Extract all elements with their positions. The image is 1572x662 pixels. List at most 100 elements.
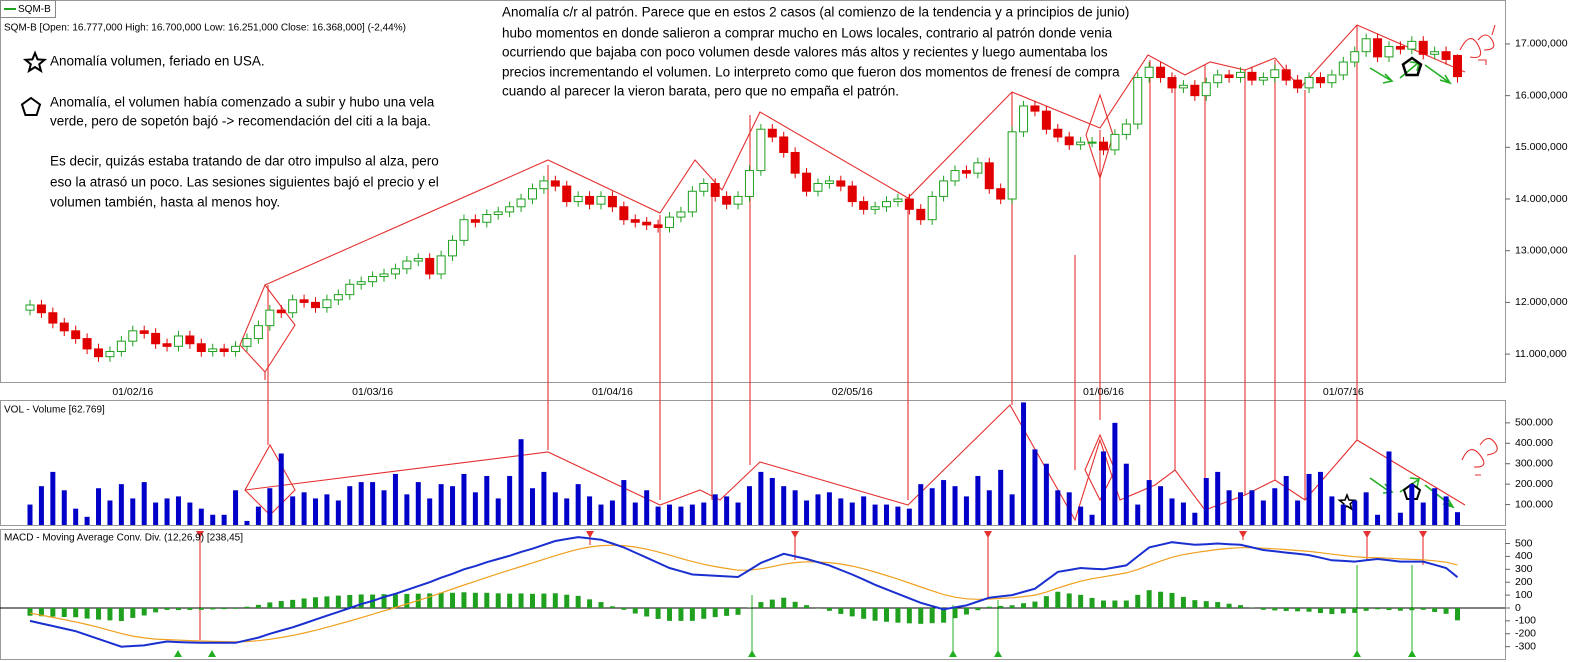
histogram-bar (301, 598, 307, 608)
volume-bar (1386, 451, 1392, 525)
candle-body (345, 283, 355, 296)
histogram-bar (1032, 601, 1038, 608)
x-tick-label: 01/06/16 (1083, 386, 1124, 398)
histogram-bar (118, 607, 124, 622)
annotation: ocurriendo que bajaba con poco volumen d… (502, 45, 1108, 60)
drawing (244, 443, 296, 516)
histogram-bar (141, 607, 147, 616)
histogram-bar (1066, 593, 1072, 608)
histogram-bar (518, 593, 524, 608)
candle-body (550, 180, 560, 187)
candle-body (82, 338, 92, 350)
y-tick-label: 400.000 (1515, 437, 1553, 449)
macd-title: MACD - Moving Average Conv. Div. (12,26,… (4, 533, 243, 544)
candle-body (710, 183, 720, 197)
candle-body (607, 195, 617, 208)
candle-body (1453, 54, 1462, 78)
annotation: eso la atrasó un poco. Las sesiones sigu… (50, 175, 439, 190)
histogram-bar (963, 607, 969, 615)
volume-bar (1123, 463, 1129, 525)
candle-body (676, 211, 686, 218)
volume-bar (210, 514, 216, 525)
volume-bar (84, 516, 90, 525)
star-icon (1337, 492, 1357, 511)
histogram-bar (221, 607, 227, 610)
candle-body (71, 330, 81, 340)
volume-bar (758, 471, 764, 525)
annotation: Anomalía c/r al patrón. Parece que en es… (502, 5, 1129, 20)
annotation: Es decir, quizás estaba tratando de dar … (50, 154, 439, 169)
histogram-bar (1215, 602, 1221, 608)
volume-bar (1226, 490, 1232, 525)
candle-body (927, 195, 937, 221)
histogram-bar (495, 593, 501, 608)
candle-body (1019, 105, 1029, 133)
candle-body (333, 294, 343, 301)
candle-body (162, 343, 172, 347)
candle-body (459, 219, 469, 241)
volume-bar (484, 475, 490, 525)
y-tick-label: -300 (1515, 640, 1536, 652)
candle-body (402, 260, 412, 270)
histogram-bar (61, 607, 67, 618)
annotation: verde, pero de sopetón bajó -> recomenda… (50, 114, 431, 129)
histogram-bar (73, 607, 79, 618)
volume-bar (1397, 512, 1403, 525)
histogram-bar (1158, 591, 1164, 608)
x-tick-label: 01/03/16 (352, 386, 393, 398)
volume-bar (27, 504, 33, 525)
signal-line (29, 544, 1458, 643)
candle-body (756, 128, 766, 172)
volume-bar (644, 490, 650, 525)
candle-body (984, 162, 994, 190)
histogram-bar (587, 599, 593, 608)
volume-bar (381, 490, 387, 525)
histogram-bar (678, 607, 684, 621)
volume-bar (678, 506, 684, 525)
volume-bar (1055, 490, 1061, 525)
volume-bar (1009, 494, 1015, 525)
volume-bar (575, 484, 581, 525)
candle-body (173, 335, 183, 347)
histogram-bar (84, 607, 90, 619)
candle-body (1418, 40, 1428, 55)
candle-body (219, 348, 229, 353)
histogram-bar (1272, 607, 1278, 611)
volume-bar (1249, 490, 1255, 525)
volume-bar (1066, 492, 1072, 525)
histogram-bar (267, 602, 273, 608)
volume-bar (826, 492, 832, 525)
histogram-bar (644, 607, 650, 617)
histogram-bar (1363, 607, 1369, 611)
candle-body (231, 345, 241, 353)
histogram-bar (1340, 607, 1346, 614)
histogram-bar (472, 592, 478, 608)
pentagon-icon (20, 96, 42, 116)
histogram-bar (1055, 591, 1061, 608)
candle-body (836, 180, 846, 187)
histogram-bar (1260, 607, 1266, 610)
volume-bar (1329, 496, 1335, 525)
y-tick-label: 400 (1515, 550, 1533, 562)
candle-body (356, 281, 366, 285)
volume-bar (518, 439, 524, 525)
volume-bar (632, 502, 638, 525)
histogram-bar (1100, 600, 1106, 608)
histogram-bar (552, 593, 558, 608)
volume-bar (986, 490, 992, 525)
volume-bar (838, 498, 844, 525)
volume-bar (1192, 512, 1198, 525)
candle-body (1315, 77, 1325, 84)
candle-body (94, 348, 104, 358)
volume-bar (1180, 502, 1186, 525)
candle-body (1178, 84, 1188, 89)
candle-body (916, 208, 926, 221)
y-tick-label: 100 (1515, 589, 1533, 601)
volume-bar (1100, 451, 1106, 525)
candle-body (208, 348, 218, 353)
volume-bar (1169, 498, 1175, 525)
y-tick-label: 500 (1515, 537, 1533, 549)
candle-body (562, 185, 572, 203)
candle-body (151, 332, 161, 345)
volume-bar (667, 504, 673, 525)
